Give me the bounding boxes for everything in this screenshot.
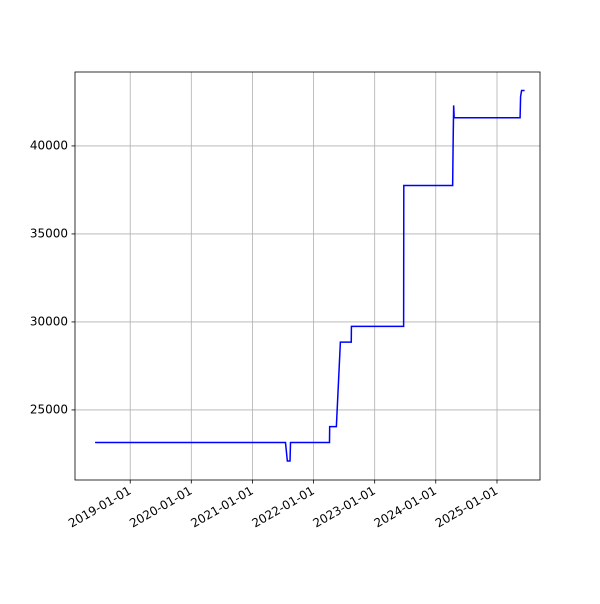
y-tick-label: 30000	[30, 314, 68, 328]
axes-frame	[74, 71, 541, 481]
plot-area	[75, 72, 540, 480]
data-line	[95, 89, 525, 462]
y-tick-label: 35000	[30, 226, 68, 240]
y-tick-label: 40000	[30, 138, 68, 152]
y-tick-label: 25000	[30, 402, 68, 416]
